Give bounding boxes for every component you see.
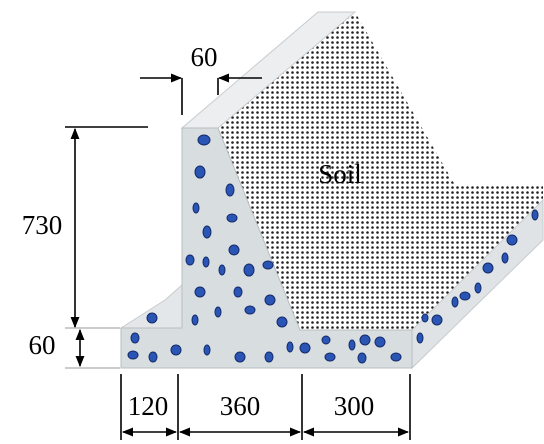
soil	[218, 12, 543, 330]
dim-label: 60	[191, 42, 218, 72]
soil-label: Soil	[318, 159, 362, 189]
dim-label: 120	[128, 391, 169, 421]
dim-label: 60	[29, 330, 56, 360]
dim-label: 730	[22, 210, 63, 240]
wall-front	[120, 127, 413, 369]
dim-label: 360	[220, 391, 261, 421]
aggregate	[127, 134, 539, 364]
dim-label: 300	[334, 391, 375, 421]
dimension-lines	[65, 73, 411, 440]
